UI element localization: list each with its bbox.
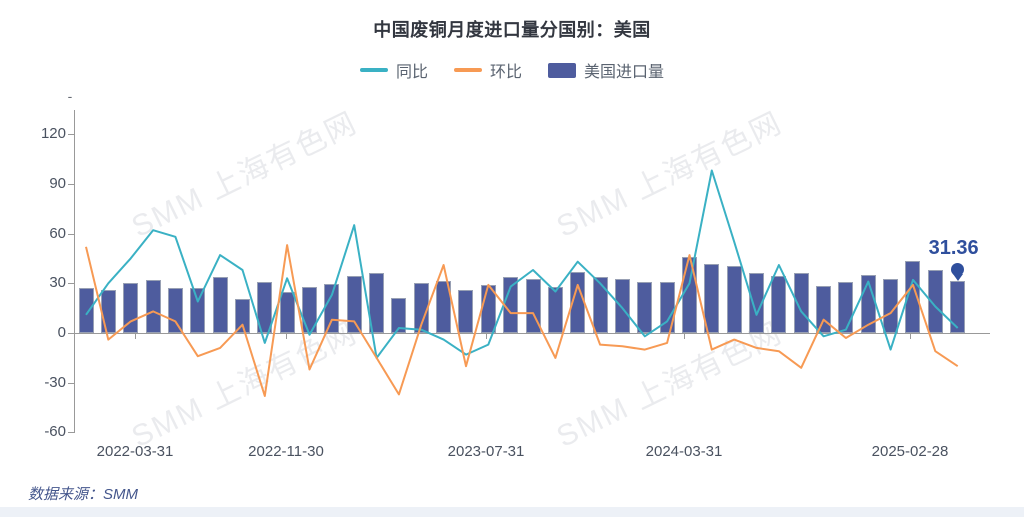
x-axis-tick-label: 2025-02-28 xyxy=(871,443,949,460)
legend-item-us-imports[interactable]: 美国进口量 xyxy=(548,58,664,82)
bar xyxy=(234,299,250,333)
bar xyxy=(927,269,943,333)
x-axis-tick-label: 2022-11-30 xyxy=(248,443,324,460)
y-axis-tick xyxy=(68,134,74,135)
x-axis-tick xyxy=(684,334,686,339)
bar xyxy=(391,298,407,333)
x-axis-tick xyxy=(910,334,912,339)
bar xyxy=(167,288,183,333)
y-axis-tick xyxy=(68,382,74,384)
bar xyxy=(436,280,452,333)
bar xyxy=(726,265,742,333)
us-imports-bar-swatch-icon xyxy=(548,62,576,78)
y-axis-tick xyxy=(68,432,74,434)
legend-item-mom[interactable]: 环比 xyxy=(453,58,522,82)
y-axis-tick xyxy=(68,183,74,185)
bar xyxy=(816,285,832,333)
legend-item-yoy[interactable]: 同比 xyxy=(359,58,428,82)
x-axis-tick-label: 2023-07-31 xyxy=(447,443,525,460)
legend-label-us-imports: 美国进口量 xyxy=(584,64,665,81)
bar xyxy=(279,292,295,333)
bar xyxy=(369,273,385,333)
y-axis-tick-label: 90 xyxy=(49,174,66,192)
bar xyxy=(637,282,653,333)
bar xyxy=(659,281,675,333)
bar xyxy=(346,275,362,333)
bar xyxy=(547,287,563,333)
bar xyxy=(749,273,764,333)
mom-line-swatch-icon xyxy=(453,68,482,72)
y-axis-tick-label: -30 xyxy=(44,373,66,391)
y-axis-line xyxy=(74,110,75,433)
bar xyxy=(704,264,720,333)
yoy-line xyxy=(85,169,959,359)
bar xyxy=(592,276,608,333)
pin-marker-icon xyxy=(951,262,965,281)
bar xyxy=(190,288,206,333)
data-source-note: 数据来源：SMM xyxy=(28,486,138,503)
x-axis-tick xyxy=(285,334,287,339)
legend-label-yoy: 同比 xyxy=(395,64,428,81)
bar xyxy=(614,279,630,333)
legend: 同比 环比 美国进口量 xyxy=(0,58,1024,82)
x-axis-tick xyxy=(486,334,488,339)
bar xyxy=(905,260,921,333)
bar xyxy=(78,288,94,333)
bar xyxy=(257,281,273,333)
y-axis-tick-label: 60 xyxy=(49,224,66,242)
y-axis-tick-label: 30 xyxy=(49,274,66,292)
bar xyxy=(458,289,474,333)
y-axis-tick xyxy=(68,333,74,334)
y-axis-tick-label: 0 xyxy=(57,324,66,341)
y-axis-tick xyxy=(68,233,74,235)
x-axis-tick xyxy=(135,334,137,339)
bar xyxy=(212,277,228,333)
y-axis-tick-label: 120 xyxy=(40,125,66,142)
mom-line xyxy=(85,244,959,397)
yoy-line-swatch-icon xyxy=(359,68,388,72)
bottom-strip xyxy=(0,507,1024,517)
bar xyxy=(950,280,966,333)
bar xyxy=(883,279,899,333)
bar xyxy=(793,273,809,333)
bar xyxy=(145,279,161,333)
y-axis-tick xyxy=(68,283,74,285)
y-axis-unit-placeholder: - xyxy=(67,88,73,104)
legend-label-mom: 环比 xyxy=(489,64,522,81)
x-axis-tick-label: 2024-03-31 xyxy=(645,443,723,460)
bar xyxy=(771,275,787,333)
y-axis-tick-label: -60 xyxy=(44,423,66,441)
chart-title: 中国废铜月度进口量分国别：美国 xyxy=(373,20,651,40)
x-axis-baseline xyxy=(75,333,990,334)
x-axis-tick-label: 2022-03-31 xyxy=(96,443,174,460)
last-value-annotation: 31.36 xyxy=(928,236,979,259)
